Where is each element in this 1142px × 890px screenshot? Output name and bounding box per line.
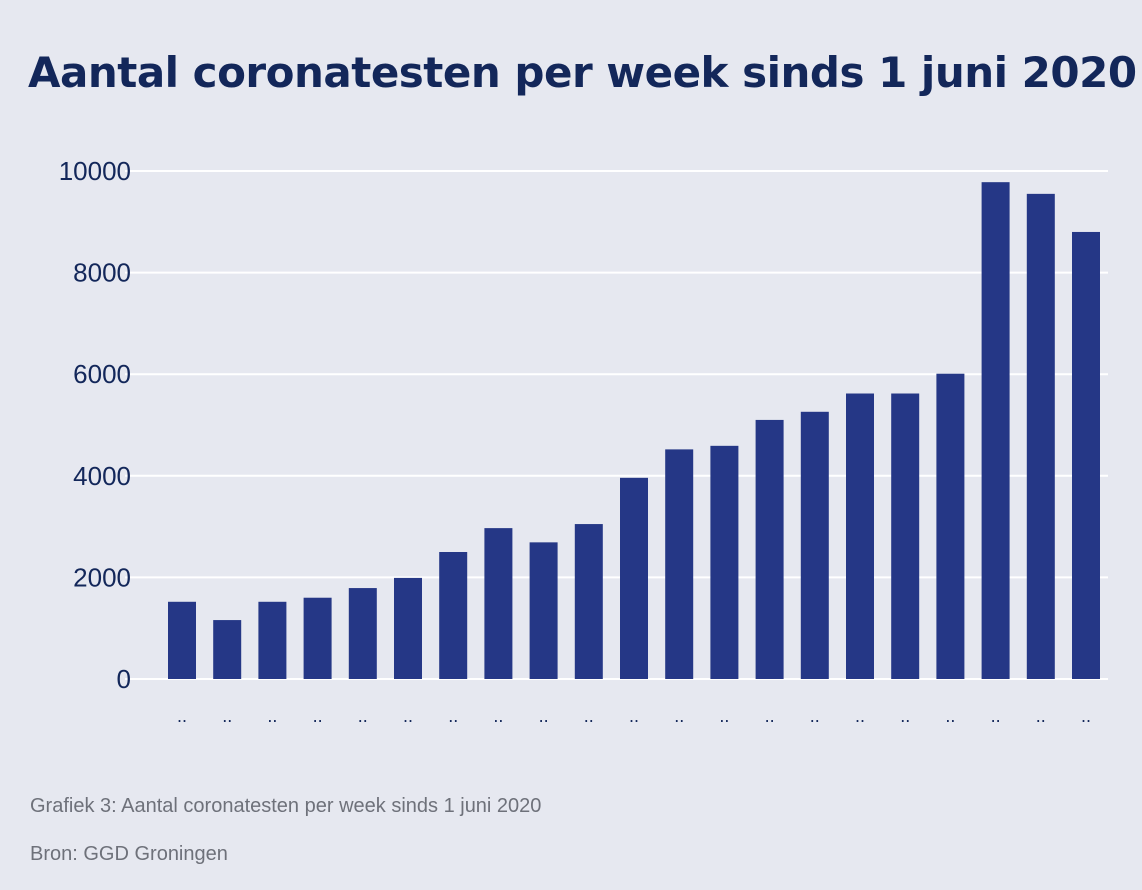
x-tick-label: .. — [267, 706, 277, 726]
y-axis-ticks: 0 2000 4000 6000 8000 10000 — [59, 156, 131, 694]
bar — [303, 597, 332, 679]
bar — [1026, 193, 1055, 680]
bar — [348, 588, 377, 679]
chart-source: Bron: GGD Groningen — [30, 843, 228, 865]
bar — [258, 601, 287, 679]
x-tick-label: .. — [855, 706, 865, 726]
bar — [891, 393, 920, 679]
x-tick-label: .. — [1081, 706, 1091, 726]
x-tick-label: .. — [674, 706, 684, 726]
y-tick-label: 0 — [117, 664, 131, 694]
y-tick-label: 10000 — [59, 156, 131, 186]
y-tick-label: 2000 — [73, 562, 131, 592]
x-tick-label: .. — [810, 706, 820, 726]
bar — [213, 620, 242, 679]
bar — [710, 445, 739, 679]
chart-title: Aantal coronatesten per week sinds 1 jun… — [28, 48, 1137, 97]
x-tick-label: .. — [719, 706, 729, 726]
x-tick-label: .. — [403, 706, 413, 726]
y-tick-label: 6000 — [73, 359, 131, 389]
bar-chart: 0 2000 4000 6000 8000 10000 .................… — [59, 156, 1108, 726]
x-tick-label: .. — [1036, 706, 1046, 726]
bar — [846, 393, 874, 679]
x-tick-label: .. — [765, 706, 775, 726]
x-axis-ticks: ........................................… — [177, 706, 1091, 726]
bar — [981, 182, 1010, 679]
x-tick-label: .. — [222, 706, 232, 726]
bar — [665, 449, 694, 679]
bar — [1072, 231, 1100, 679]
chart-caption: Grafiek 3: Aantal coronatesten per week … — [30, 795, 542, 817]
x-tick-label: .. — [991, 706, 1001, 726]
x-tick-label: .. — [584, 706, 594, 726]
bar — [755, 419, 784, 679]
bar — [529, 542, 558, 679]
bar — [936, 373, 965, 679]
bar — [620, 477, 648, 679]
bars — [168, 182, 1100, 680]
x-tick-label: .. — [358, 706, 368, 726]
bar — [168, 601, 196, 679]
x-tick-label: .. — [313, 706, 323, 726]
x-tick-label: .. — [448, 706, 458, 726]
x-tick-label: .. — [900, 706, 910, 726]
bar — [800, 411, 829, 679]
bar — [439, 552, 468, 679]
x-tick-label: .. — [629, 706, 639, 726]
x-tick-label: .. — [539, 706, 549, 726]
bar — [574, 524, 603, 679]
bar — [394, 577, 422, 679]
y-tick-label: 4000 — [73, 461, 131, 491]
y-tick-label: 8000 — [73, 258, 131, 288]
x-tick-label: .. — [177, 706, 187, 726]
x-tick-label: .. — [493, 706, 503, 726]
bar — [484, 528, 513, 679]
x-tick-label: .. — [945, 706, 955, 726]
